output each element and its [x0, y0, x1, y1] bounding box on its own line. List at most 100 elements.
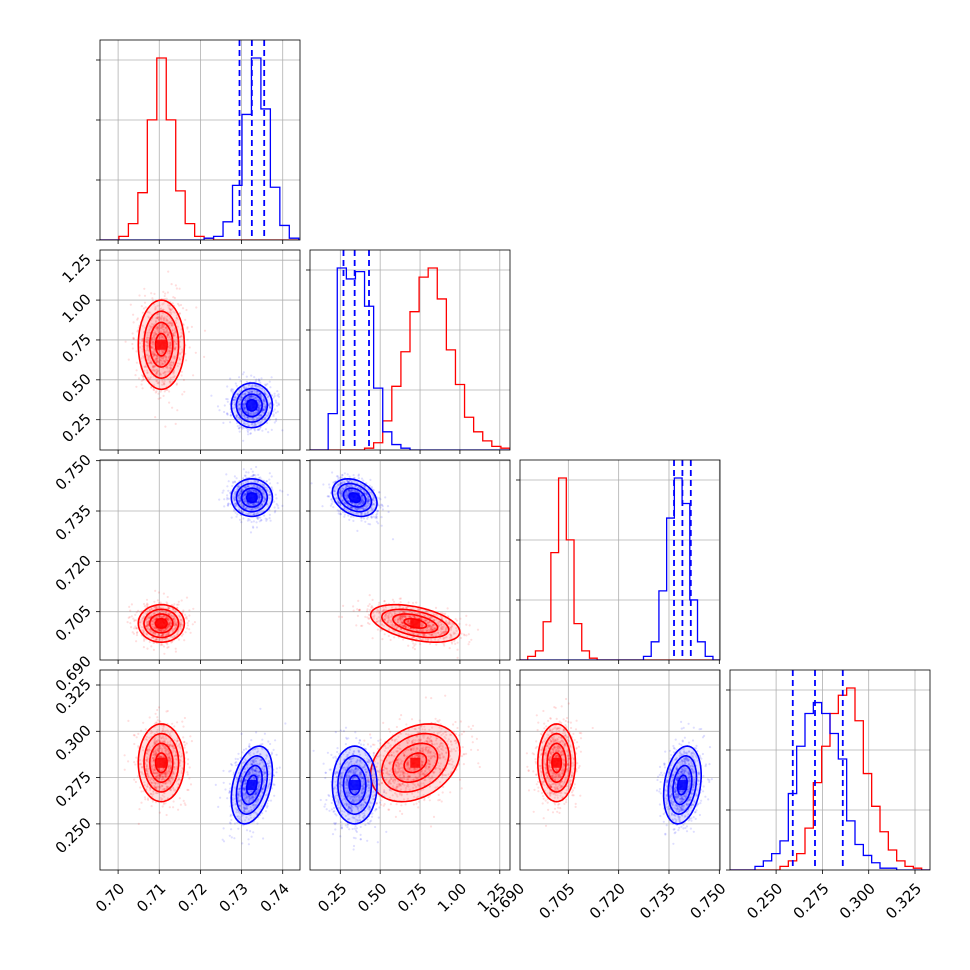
sample-point	[154, 606, 157, 609]
sample-point	[160, 307, 163, 310]
sample-point	[414, 643, 417, 646]
sample-point	[261, 429, 264, 432]
sample-point	[161, 643, 164, 647]
sample-point	[431, 624, 435, 627]
sample-point	[407, 622, 410, 625]
sample-point	[349, 515, 353, 518]
axes-frame	[99, 249, 301, 451]
sample-point	[145, 604, 148, 607]
sample-point	[238, 376, 241, 379]
sample-point	[431, 632, 434, 636]
sample-point	[438, 633, 441, 637]
sample-point	[247, 416, 250, 419]
sample-point	[418, 629, 421, 633]
sample-point	[400, 624, 403, 627]
sample-point	[246, 519, 249, 522]
sample-point	[147, 339, 150, 342]
sample-point	[157, 628, 160, 631]
sample-point	[390, 614, 393, 617]
sample-point	[226, 498, 229, 501]
sample-point	[408, 614, 411, 618]
sample-point	[168, 401, 171, 404]
sample-point	[355, 624, 358, 627]
sample-point	[368, 622, 371, 626]
sample-point	[388, 618, 391, 622]
sample-point	[262, 397, 265, 400]
sample-point	[402, 614, 405, 617]
sample-point	[188, 346, 191, 349]
sample-point	[422, 619, 425, 622]
sample-point	[252, 395, 255, 398]
sample-point	[263, 390, 266, 393]
sample-point	[159, 606, 162, 609]
sample-point	[152, 353, 155, 356]
sample-point	[427, 621, 430, 624]
sample-point	[381, 623, 384, 627]
sample-point	[387, 619, 390, 622]
gridlines	[100, 40, 300, 240]
sample-point	[249, 490, 252, 493]
sample-point	[165, 618, 168, 621]
sample-point	[186, 327, 189, 330]
sample-point	[175, 624, 178, 627]
sample-point	[254, 411, 257, 414]
sample-point	[267, 403, 270, 406]
sample-point	[430, 626, 433, 629]
sample-point	[387, 621, 390, 624]
sample-point	[260, 502, 263, 506]
sample-point	[261, 419, 264, 422]
sample-point	[255, 384, 258, 387]
sample-point	[162, 328, 165, 331]
sample-point	[145, 624, 148, 627]
sample-point	[159, 629, 162, 632]
sample-point	[433, 627, 436, 630]
sample-point	[277, 402, 280, 405]
sample-point	[408, 616, 411, 619]
sample-point	[455, 629, 458, 633]
sample-point	[229, 503, 232, 506]
sample-point	[147, 357, 150, 360]
sample-point	[178, 336, 181, 339]
sample-point	[263, 493, 266, 496]
sample-point	[159, 327, 162, 330]
sample-point	[167, 333, 170, 336]
sample-point	[267, 395, 270, 398]
sample-point	[159, 611, 162, 614]
sample-point	[251, 419, 254, 422]
sample-point	[412, 627, 415, 631]
sample-point	[160, 642, 163, 646]
sample-point	[238, 500, 241, 503]
sample-point	[223, 410, 226, 414]
sample-point	[243, 416, 246, 420]
sample-point	[180, 370, 183, 373]
sample-point	[399, 617, 402, 620]
sample-point	[242, 404, 245, 407]
sample-point	[249, 412, 252, 415]
sample-point	[266, 421, 269, 425]
sample-point	[139, 346, 142, 349]
sample-point	[262, 403, 265, 406]
sample-point	[146, 376, 149, 379]
sample-point	[252, 396, 255, 399]
sample-point	[253, 412, 257, 415]
sample-point	[135, 619, 138, 622]
sample-point	[246, 502, 249, 505]
sample-point	[222, 489, 225, 492]
sample-point	[221, 491, 224, 494]
sample-point	[382, 609, 385, 612]
sample-point	[448, 621, 451, 624]
sample-point	[158, 361, 161, 364]
sample-point	[404, 615, 407, 619]
sample-point	[166, 328, 169, 331]
sample-point	[135, 611, 138, 614]
sample-point	[377, 616, 380, 619]
sample-point	[351, 490, 354, 493]
sample-point	[357, 609, 361, 612]
sample-point	[152, 335, 155, 338]
sample-point	[256, 516, 259, 519]
sample-point	[404, 625, 407, 629]
sample-point	[408, 622, 411, 625]
sample-point	[166, 595, 169, 599]
sample-point	[254, 490, 257, 493]
sample-point	[252, 489, 256, 492]
